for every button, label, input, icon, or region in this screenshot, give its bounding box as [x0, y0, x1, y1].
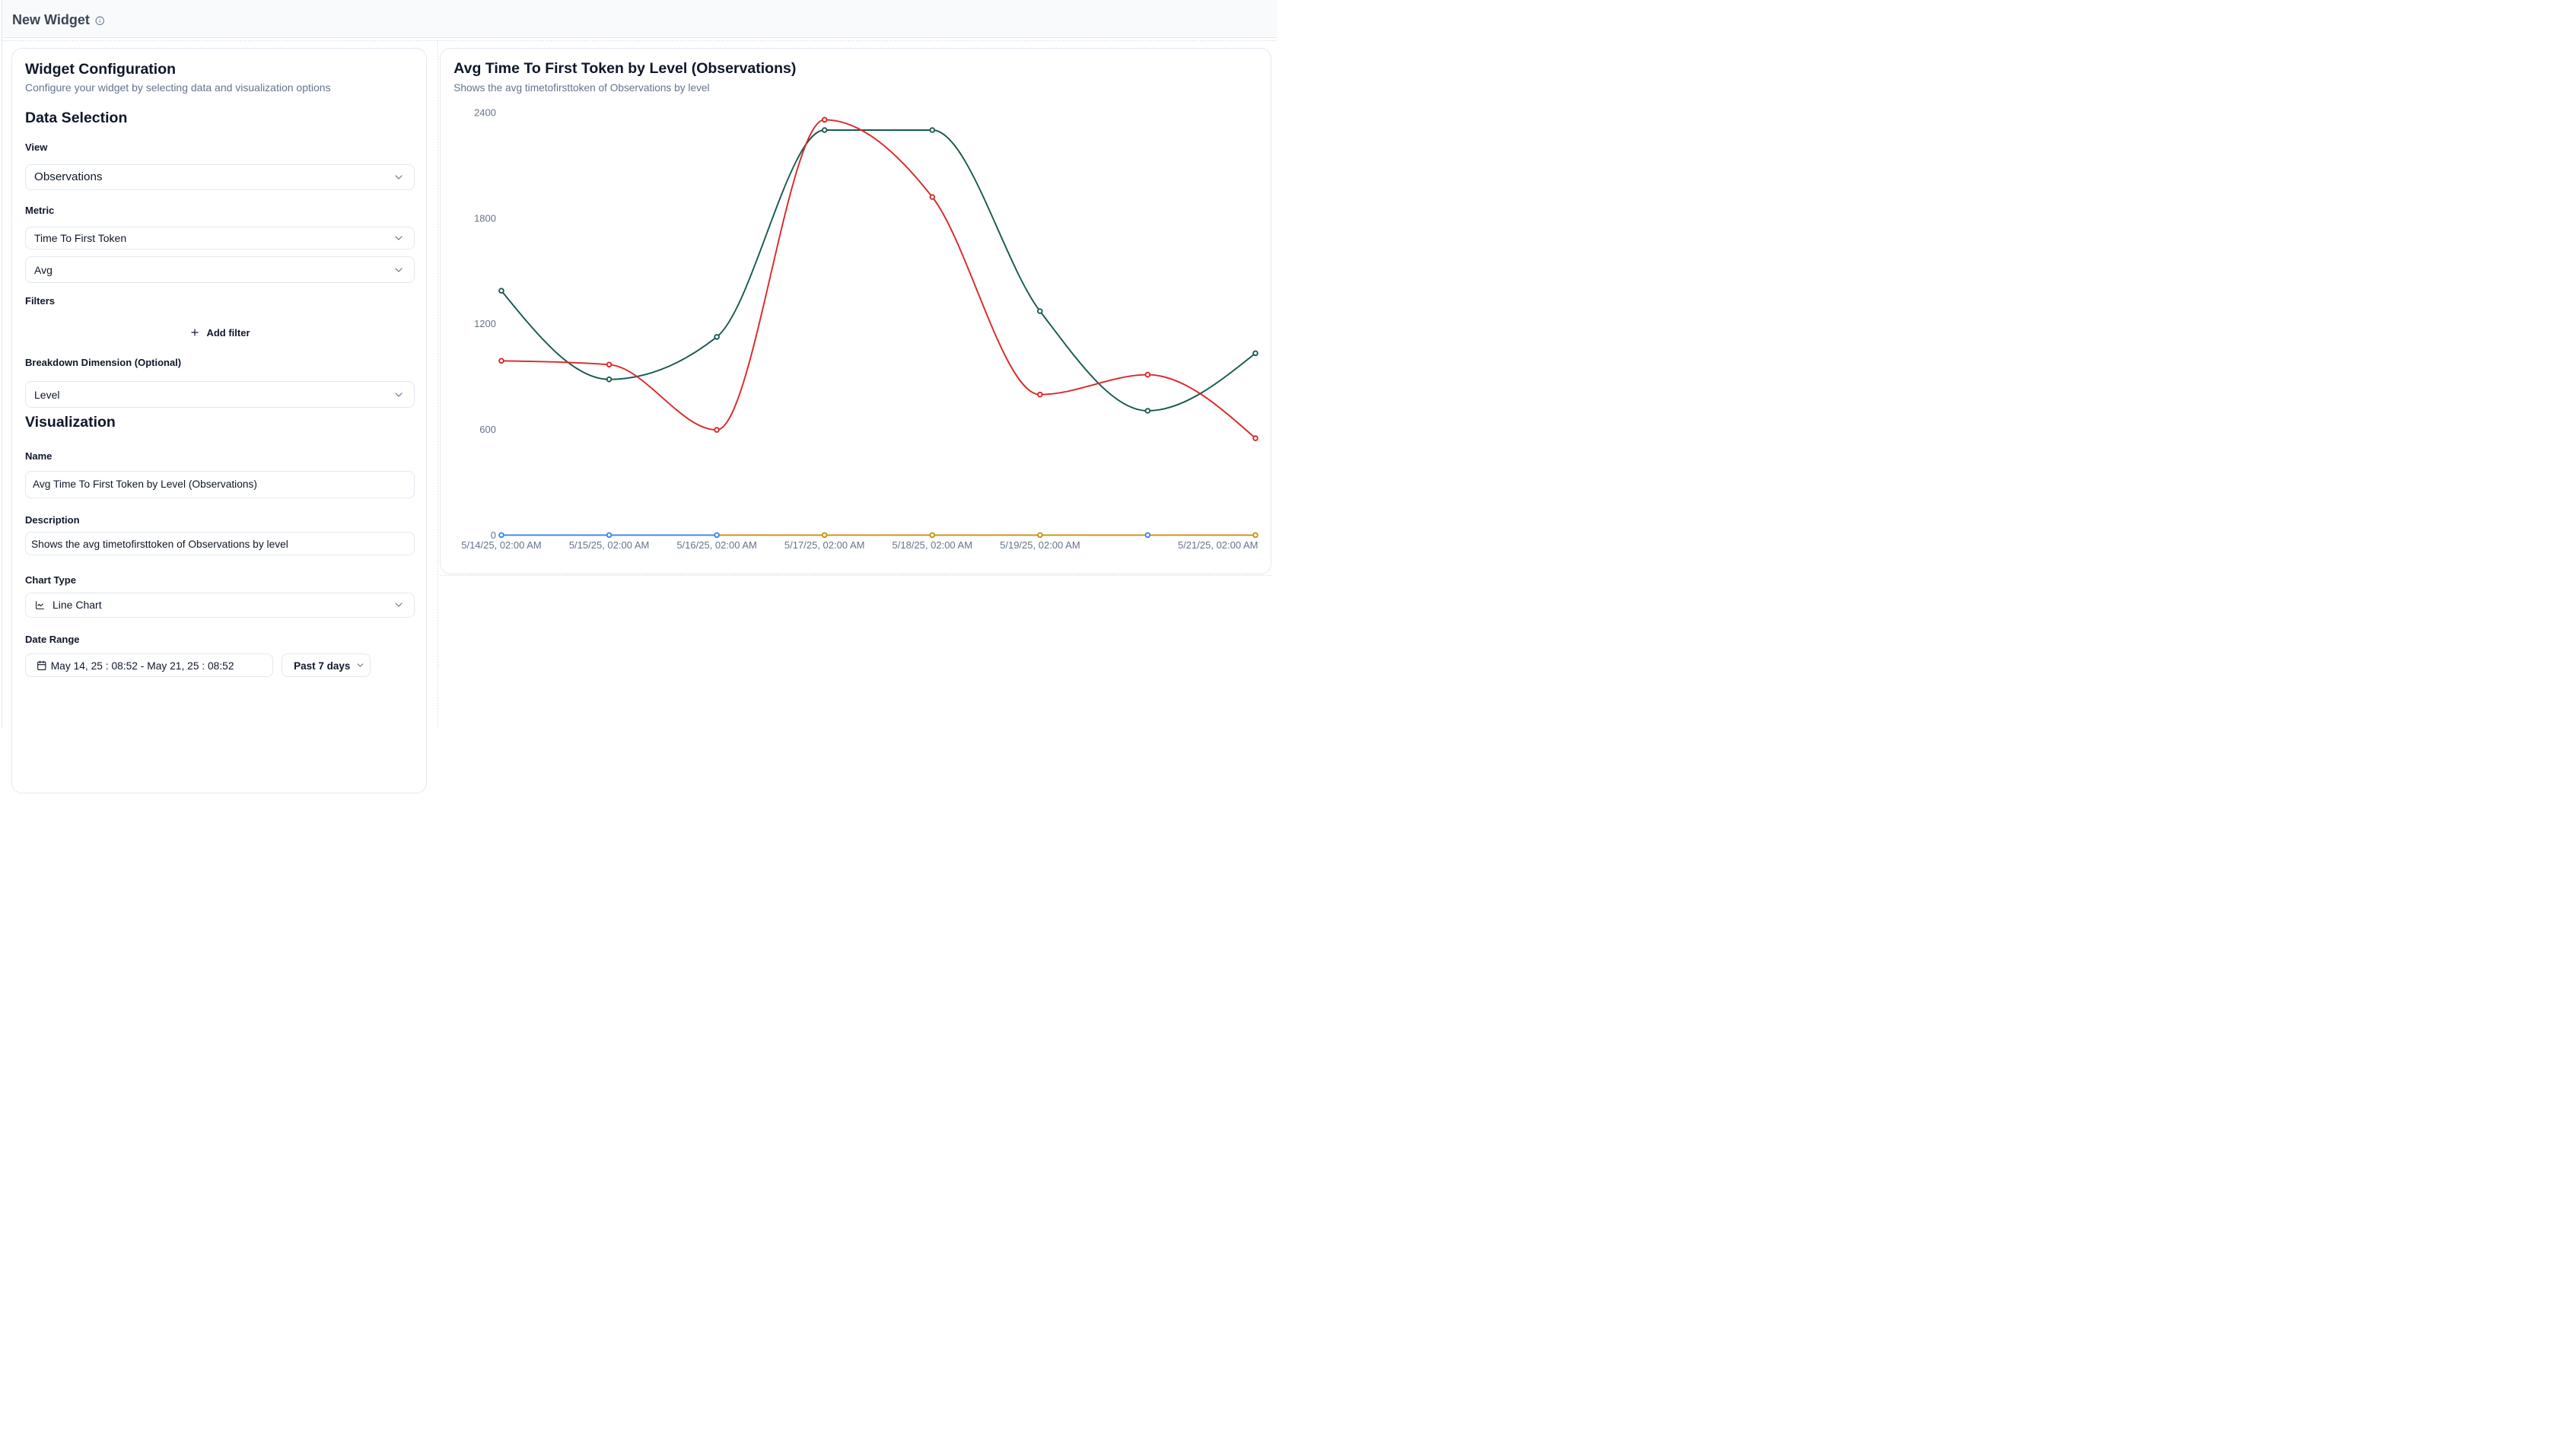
svg-text:5/21/25, 02:00 AM: 5/21/25, 02:00 AM	[1178, 539, 1258, 551]
svg-text:0: 0	[491, 529, 496, 541]
svg-text:5/18/25, 02:00 AM: 5/18/25, 02:00 AM	[892, 539, 973, 551]
svg-text:5/16/25, 02:00 AM: 5/16/25, 02:00 AM	[676, 539, 757, 551]
svg-text:5/19/25, 02:00 AM: 5/19/25, 02:00 AM	[1000, 539, 1080, 551]
svg-text:600: 600	[479, 424, 496, 435]
svg-text:1800: 1800	[474, 212, 496, 224]
svg-text:5/17/25, 02:00 AM: 5/17/25, 02:00 AM	[784, 539, 865, 551]
svg-text:5/14/25, 02:00 AM: 5/14/25, 02:00 AM	[461, 539, 542, 551]
svg-text:5/15/25, 02:00 AM: 5/15/25, 02:00 AM	[569, 539, 650, 551]
svg-text:2400: 2400	[474, 107, 496, 119]
svg-text:1200: 1200	[474, 318, 496, 329]
